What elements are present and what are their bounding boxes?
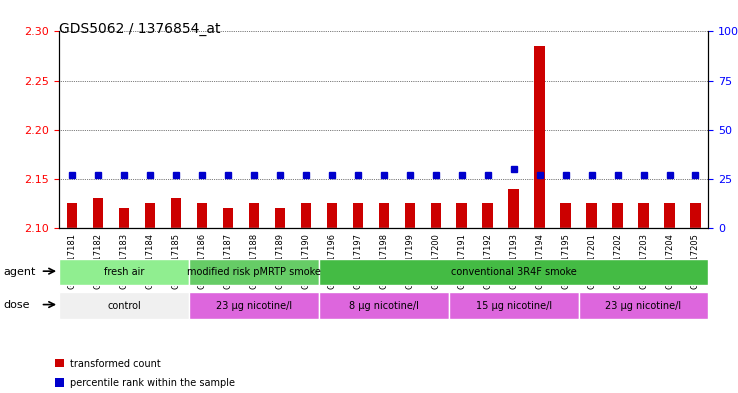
FancyBboxPatch shape: [59, 259, 189, 285]
Bar: [197, 204, 207, 228]
Bar: [327, 204, 337, 228]
Bar: [249, 204, 259, 228]
FancyBboxPatch shape: [189, 259, 319, 285]
Bar: [67, 204, 77, 228]
Text: percentile rank within the sample: percentile rank within the sample: [70, 378, 235, 388]
Bar: [483, 204, 493, 228]
Bar: [560, 204, 570, 228]
Bar: [613, 204, 623, 228]
Bar: [379, 204, 389, 228]
Text: fresh air: fresh air: [104, 267, 144, 277]
Bar: [638, 204, 649, 228]
Text: 23 μg nicotine/l: 23 μg nicotine/l: [605, 301, 682, 310]
Text: control: control: [107, 301, 141, 310]
Bar: [587, 204, 597, 228]
Bar: [170, 198, 181, 228]
Text: 23 μg nicotine/l: 23 μg nicotine/l: [215, 301, 292, 310]
Bar: [300, 204, 311, 228]
Text: agent: agent: [4, 267, 36, 277]
Text: transformed count: transformed count: [70, 358, 161, 369]
Text: dose: dose: [4, 300, 30, 310]
Bar: [223, 208, 233, 228]
Bar: [690, 204, 700, 228]
Text: conventional 3R4F smoke: conventional 3R4F smoke: [451, 267, 576, 277]
Bar: [93, 198, 103, 228]
Text: GDS5062 / 1376854_at: GDS5062 / 1376854_at: [59, 22, 221, 36]
Bar: [119, 208, 129, 228]
Text: 8 μg nicotine/l: 8 μg nicotine/l: [349, 301, 418, 310]
Text: 15 μg nicotine/l: 15 μg nicotine/l: [475, 301, 552, 310]
FancyBboxPatch shape: [189, 292, 319, 319]
Bar: [145, 204, 155, 228]
FancyBboxPatch shape: [449, 292, 579, 319]
Bar: [353, 204, 363, 228]
Bar: [534, 46, 545, 228]
Bar: [275, 208, 285, 228]
Bar: [404, 204, 415, 228]
Text: modified risk pMRTP smoke: modified risk pMRTP smoke: [187, 267, 321, 277]
FancyBboxPatch shape: [319, 259, 708, 285]
Bar: [430, 204, 441, 228]
Bar: [457, 204, 467, 228]
Bar: [664, 204, 675, 228]
Bar: [508, 189, 519, 228]
FancyBboxPatch shape: [579, 292, 708, 319]
FancyBboxPatch shape: [319, 292, 449, 319]
FancyBboxPatch shape: [59, 292, 189, 319]
